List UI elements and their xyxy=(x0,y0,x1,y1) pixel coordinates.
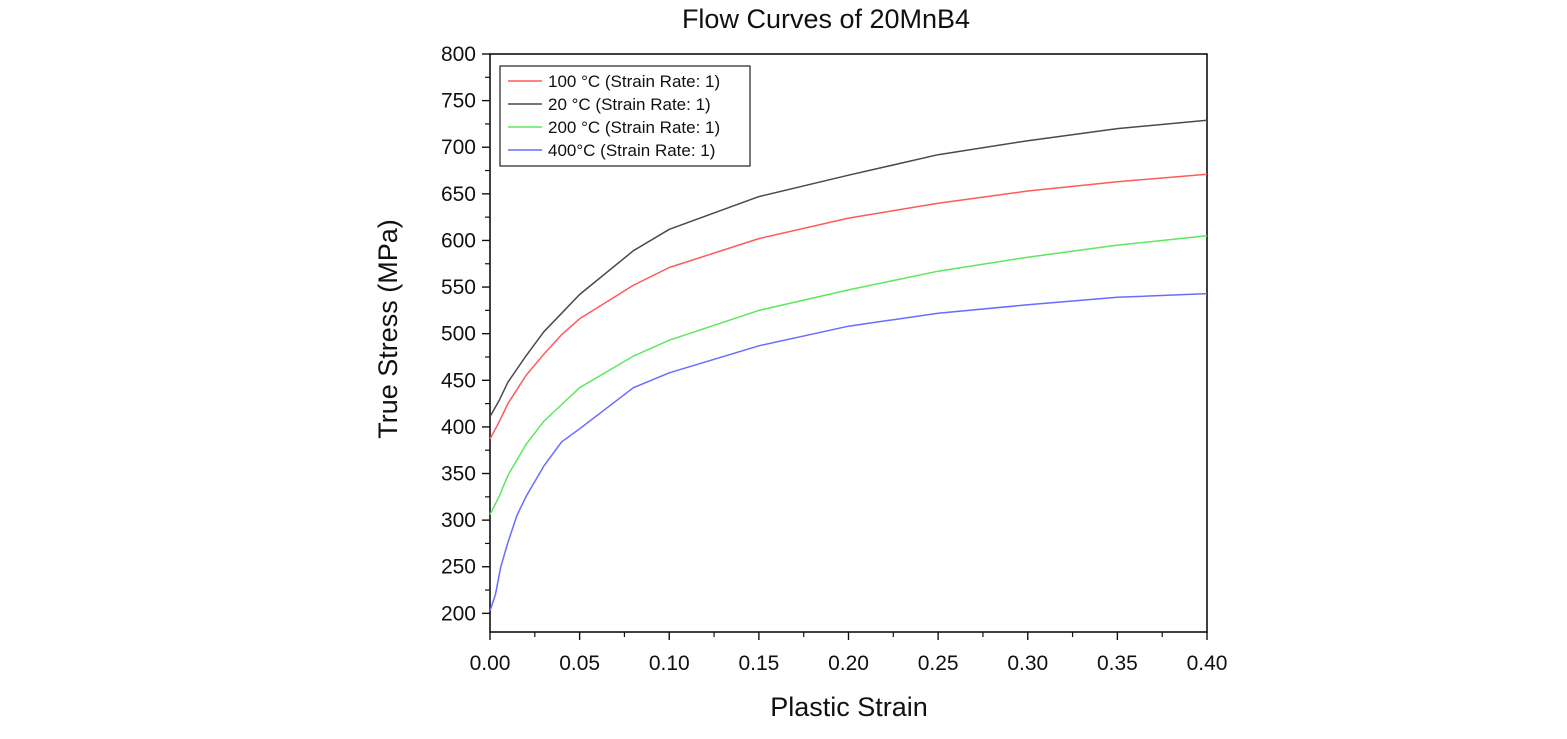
y-axis-label: True Stress (MPa) xyxy=(373,219,403,439)
y-tick-label: 800 xyxy=(441,43,476,66)
y-tick-label: 300 xyxy=(441,509,476,532)
x-tick-label: 0.40 xyxy=(1187,652,1228,675)
legend: 100 °C (Strain Rate: 1) 20 °C (Strain Rat… xyxy=(499,65,751,167)
x-tick-label: 0.00 xyxy=(470,652,511,675)
y-tick-label: 200 xyxy=(441,602,476,625)
y-tick-label: 500 xyxy=(441,323,476,346)
legend-label: 100 °C (Strain Rate: 1) xyxy=(548,72,720,91)
y-tick-label: 250 xyxy=(441,556,476,579)
x-tick-label: 0.10 xyxy=(649,652,690,675)
series-line xyxy=(489,119,1208,417)
x-tick-label: 0.20 xyxy=(828,652,869,675)
x-tick-label: 0.15 xyxy=(738,652,779,675)
y-tick-label: 650 xyxy=(441,183,476,206)
x-tick-label: 0.30 xyxy=(1007,652,1048,675)
x-tick-label: 0.05 xyxy=(559,652,600,675)
y-tick-label: 550 xyxy=(441,276,476,299)
legend-label: 200 °C (Strain Rate: 1) xyxy=(548,118,720,137)
y-tick-label: 450 xyxy=(441,369,476,392)
series-line xyxy=(489,173,1208,440)
series-line xyxy=(489,292,1208,611)
x-tick-label: 0.35 xyxy=(1097,652,1138,675)
plot-area: 0.00 0.05 0.10 0.15 0.20 0.25 0.30 0.35 0.40 200 2… xyxy=(441,43,1227,675)
y-tick-label: 700 xyxy=(441,136,476,159)
y-tick-label: 400 xyxy=(441,416,476,439)
y-tick-label: 600 xyxy=(441,229,476,252)
x-tick-label: 0.25 xyxy=(918,652,959,675)
y-tick-label: 350 xyxy=(441,463,476,486)
y-tick-label: 750 xyxy=(441,90,476,113)
x-axis-label: Plastic Strain xyxy=(770,692,928,722)
legend-label: 400°C (Strain Rate: 1) xyxy=(548,141,715,160)
legend-label: 20 °C (Strain Rate: 1) xyxy=(548,95,711,114)
series-line xyxy=(489,235,1208,515)
chart-title: Flow Curves of 20MnB4 xyxy=(682,4,970,34)
